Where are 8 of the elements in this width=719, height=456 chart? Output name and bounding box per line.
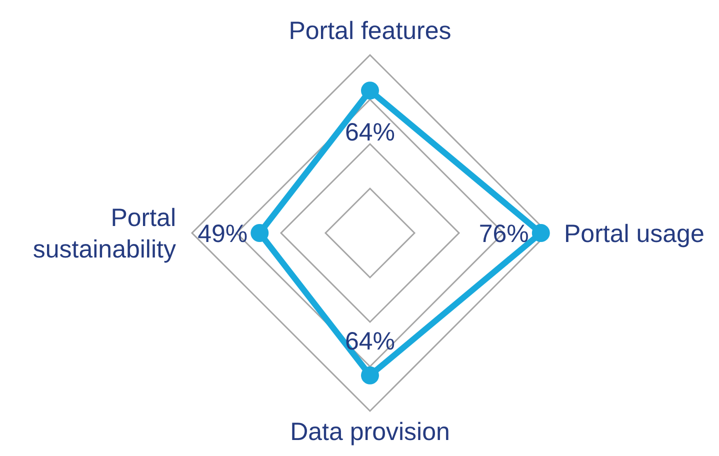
text: 49% [198,220,248,248]
spoke-label: Portal sustainability [32,204,176,264]
text: 64% [344,327,396,356]
spoke-label: Portal features [288,17,452,45]
text: 76% [478,220,529,248]
text: 64% [344,118,396,147]
spoke-label: Portal usage [564,220,704,248]
spoke-label: Data provision [290,418,450,446]
